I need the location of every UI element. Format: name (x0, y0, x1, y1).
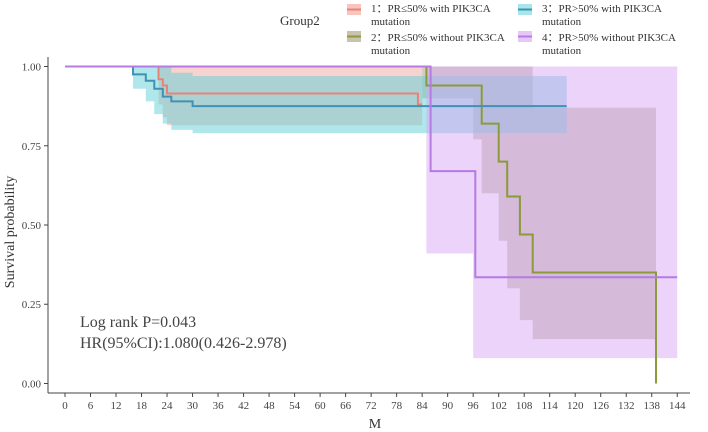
x-tick-label: 84 (417, 400, 429, 412)
survival-curve-4 (65, 65, 678, 279)
x-tick-label: 0 (62, 400, 68, 412)
y-ticks: 0.00 0.25 0.50 0.75 1.00 (22, 62, 48, 390)
confidence-band-4 (65, 66, 678, 359)
x-tick-label: 66 (340, 400, 352, 412)
legend-entry-2: 2：PR≤50% without PIK3CA mutation (347, 31, 505, 57)
x-tick-label: 30 (187, 400, 199, 412)
legend-label-1-line2: mutation (371, 16, 411, 28)
x-tick-label: 114 (542, 400, 559, 412)
x-tick-label: 78 (391, 400, 403, 412)
x-tick-label: 36 (213, 400, 225, 412)
x-tick-label: 6 (88, 400, 94, 412)
x-tick-label: 12 (111, 400, 122, 412)
log-rank-annotation: Log rank P=0.043 (80, 314, 196, 331)
y-axis-title: Survival probability (3, 176, 18, 288)
y-tick-label: 0.75 (22, 141, 42, 153)
x-tick-label: 108 (516, 400, 533, 412)
x-tick-label: 144 (669, 400, 686, 412)
survival-curve-3 (65, 65, 567, 108)
legend-label-1-line1: 1：PR≤50% with PIK3CA (371, 3, 491, 15)
x-ticks: 0 6 12 18 24 30 36 42 48 54 60 66 72 78 84 90 96 102 108 11… (62, 393, 686, 412)
y-tick-label: 0.00 (22, 378, 42, 390)
legend-label-3-line2: mutation (542, 16, 582, 28)
legend-label-4-line2: mutation (542, 45, 582, 57)
y-tick-label: 0.50 (22, 220, 42, 232)
legend-entry-1: 1：PR≤50% with PIK3CA mutation (347, 3, 491, 28)
survival-curve-1 (65, 65, 423, 106)
x-tick-label: 72 (366, 400, 377, 412)
legend-label-2-line1: 2：PR≤50% without PIK3CA (371, 32, 505, 44)
hr-annotation: HR(95%CI):1.080(0.426-2.978) (80, 335, 287, 352)
y-tick-label: 0.25 (22, 299, 42, 311)
x-tick-label: 48 (264, 400, 276, 412)
x-tick-label: 102 (490, 400, 507, 412)
x-tick-label: 24 (162, 400, 174, 412)
axes: 0 6 12 18 24 30 36 42 48 54 60 66 72 78 84 90 96 102 108 11… (22, 57, 690, 412)
x-tick-label: 18 (136, 400, 148, 412)
x-tick-label: 96 (468, 400, 480, 412)
legend-label-3-line1: 3：PR>50% with PIK3CA (542, 3, 662, 15)
legend-label-2-line2: mutation (371, 45, 411, 57)
legend-label-4-line1: 4：PR>50% without PIK3CA (542, 32, 676, 44)
legend-entry-4: 4：PR>50% without PIK3CA mutation (518, 31, 676, 57)
legend: Group2 1：PR≤50% with PIK3CA mutation 2：P… (280, 3, 676, 57)
x-tick-label: 42 (238, 400, 249, 412)
legend-title: Group2 (280, 13, 320, 28)
x-tick-label: 90 (442, 400, 454, 412)
x-axis-title: M (369, 417, 382, 432)
survival-curve-2 (65, 65, 657, 384)
x-tick-label: 120 (567, 400, 584, 412)
legend-entry-3: 3：PR>50% with PIK3CA mutation (518, 3, 662, 28)
y-tick-label: 1.00 (22, 62, 42, 74)
x-tick-label: 60 (315, 400, 327, 412)
survival-curves (65, 65, 678, 384)
x-tick-label: 138 (643, 400, 660, 412)
x-tick-label: 132 (618, 400, 635, 412)
confidence-bands (65, 66, 678, 359)
x-tick-label: 54 (289, 400, 301, 412)
x-tick-label: 126 (592, 400, 609, 412)
